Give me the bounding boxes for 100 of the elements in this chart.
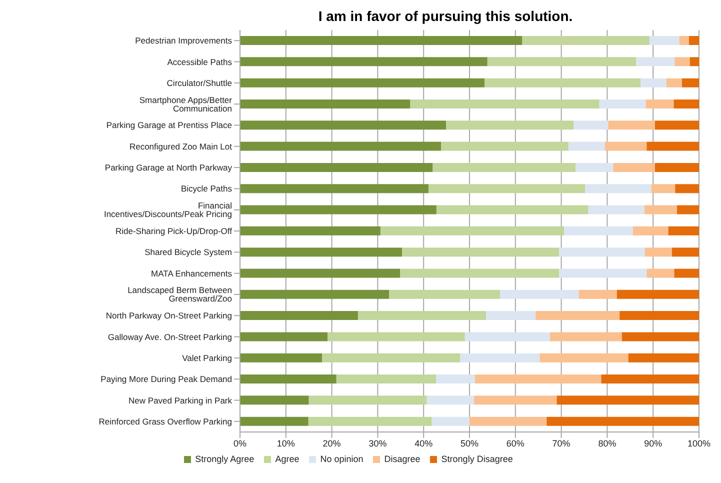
bar (646, 142, 699, 151)
bar (240, 205, 436, 214)
bar (389, 290, 500, 299)
x-tick-label: 80% (598, 438, 616, 448)
y-tick-label: Accessible Paths (167, 56, 232, 67)
legend-label: Strongly Agree (195, 454, 254, 464)
y-tick-label: Ride-Sharing Pick-Up/Drop-Off (115, 226, 233, 236)
bar (464, 332, 550, 342)
y-tick-label: North Parkway On-Street Parking (106, 310, 232, 321)
bar (666, 78, 682, 88)
bar (644, 205, 677, 214)
y-tick-label: Paying More During Peak Demand (100, 374, 232, 384)
bar (500, 290, 579, 299)
bar (240, 57, 488, 66)
bar (240, 162, 433, 172)
bar (564, 226, 633, 236)
x-tick-label: 100% (687, 438, 711, 448)
bar (568, 142, 605, 151)
bar (628, 353, 699, 362)
bar (608, 120, 655, 130)
chart-title: I am in favor of pursuing this solution. (317, 8, 574, 24)
bar (400, 268, 560, 278)
bar (474, 396, 557, 405)
bar (486, 311, 536, 320)
bar (616, 290, 699, 299)
bar (649, 36, 680, 45)
x-tick-label: 90% (644, 438, 662, 448)
y-tick-label: Reconfigured Zoo Main Lot (129, 141, 233, 152)
bar (559, 248, 645, 257)
bar (380, 226, 564, 236)
bar (240, 290, 390, 299)
bar (410, 99, 600, 108)
bar (672, 248, 699, 257)
y-tick-label: Circulator/Shuttle (166, 78, 232, 88)
bar (240, 36, 522, 45)
bar (599, 99, 646, 108)
bar (446, 120, 574, 130)
bar (674, 57, 690, 66)
y-tick-label: Pedestrian Improvements (135, 36, 232, 46)
y-tick-label: Valet Parking (182, 352, 232, 363)
bar (436, 374, 476, 384)
bar (240, 184, 429, 194)
x-tick-label: 30% (368, 438, 387, 448)
bar (240, 332, 328, 342)
bar (487, 57, 636, 66)
bar (578, 290, 617, 299)
bar (585, 184, 652, 194)
bar (240, 248, 402, 257)
y-tick-label: Parking Garage at Prentiss Place (106, 120, 232, 130)
bar (679, 36, 689, 45)
y-tick-label: Smartphone Apps/Better Communication (139, 94, 232, 114)
bar (336, 374, 436, 384)
bar (460, 353, 540, 362)
bar (674, 268, 699, 278)
bar (651, 184, 676, 194)
y-tick-label: Galloway Ave. On-Street Parking (108, 332, 232, 342)
bar (308, 396, 427, 405)
y-tick-label: New Paved Parking in Park (128, 395, 233, 406)
bar (240, 99, 410, 108)
bar (522, 36, 650, 45)
bar (475, 374, 602, 384)
bar (682, 78, 699, 88)
x-tick-label: 50% (460, 438, 479, 448)
bar (240, 226, 380, 236)
bar (322, 353, 460, 362)
bar (588, 205, 644, 214)
legend-label: Strongly Disagree (441, 454, 513, 464)
bar (654, 120, 699, 130)
bar (559, 268, 647, 278)
bar (240, 120, 446, 130)
y-tick-label: MATA Enhancements (151, 268, 232, 278)
y-tick-label: Bicycle Paths (180, 184, 232, 194)
bar (432, 416, 470, 426)
bar (436, 205, 588, 214)
bar (690, 57, 699, 66)
bar (640, 78, 666, 88)
y-tick-label: Shared Bicycle System (144, 247, 232, 258)
bar (556, 396, 699, 405)
bar (654, 162, 699, 172)
x-tick-label: 0% (233, 438, 247, 448)
legend-label: Disagree (384, 454, 420, 464)
bar (632, 226, 668, 236)
bar (546, 416, 699, 426)
bar (675, 184, 699, 194)
y-tick-label: Financial Incentives/Discounts/Peak Pricing (104, 200, 232, 220)
bar (646, 268, 674, 278)
bar (484, 78, 641, 88)
bar (613, 162, 655, 172)
bar (240, 396, 309, 405)
bar (240, 416, 308, 426)
bar (328, 332, 465, 342)
bar (308, 416, 432, 426)
x-tick-label: 60% (506, 438, 524, 448)
bar (604, 142, 647, 151)
bar (622, 332, 699, 342)
bar (644, 248, 672, 257)
bar (674, 99, 699, 108)
bar (536, 311, 620, 320)
bar (574, 120, 608, 130)
legend-label: Agree (275, 454, 300, 464)
